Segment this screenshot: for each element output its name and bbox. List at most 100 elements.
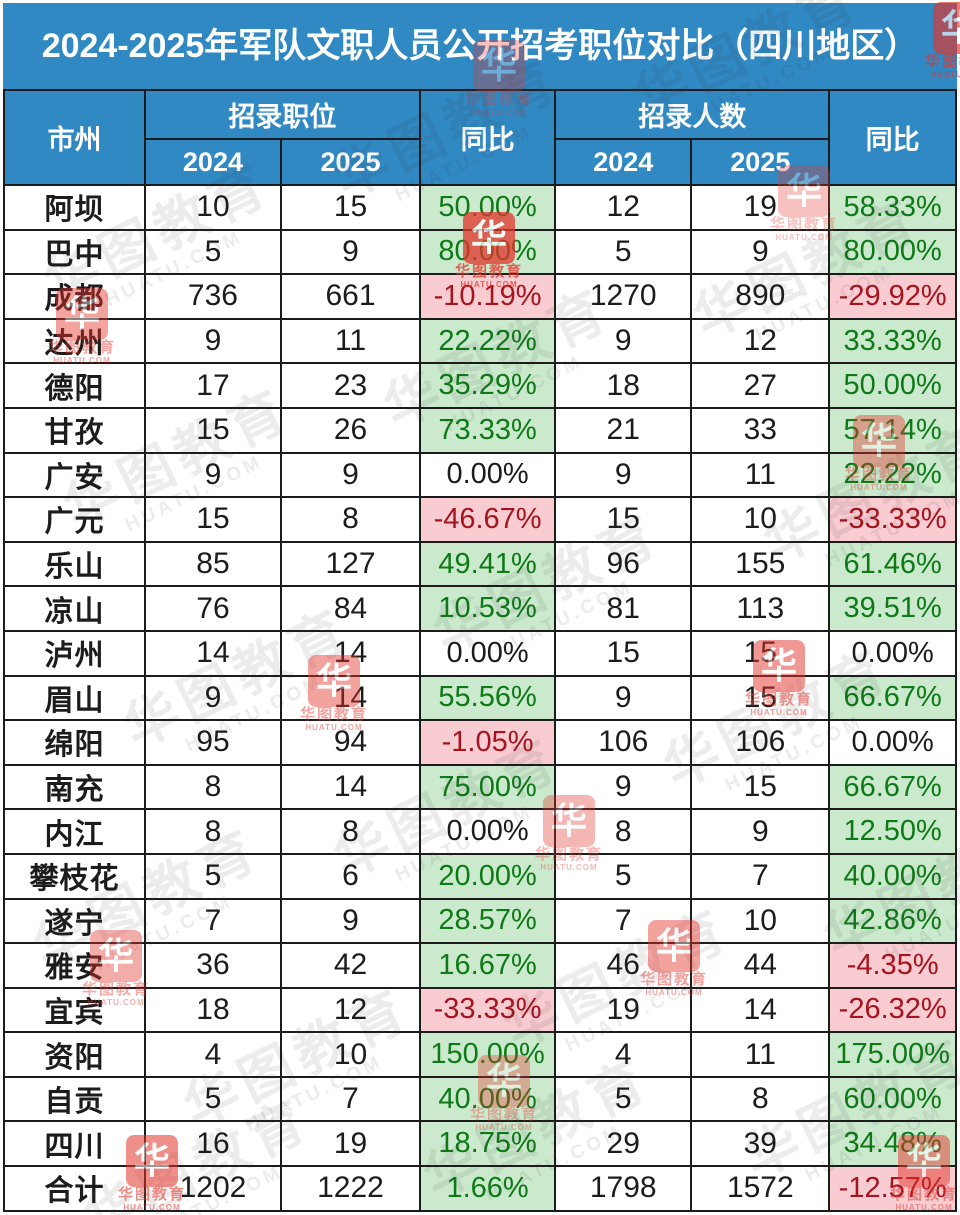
value-cell: 127: [280, 540, 421, 588]
yoy-cell: -4.35%: [828, 942, 957, 989]
value-cell: 15: [554, 629, 693, 677]
value-cell: 12: [280, 986, 421, 1034]
value-cell: 15: [280, 184, 421, 231]
value-cell: 7: [554, 897, 693, 945]
value-cell: 1572: [690, 1165, 831, 1212]
value-cell: 16: [143, 1120, 283, 1168]
yoy-cell: -12.57%: [828, 1165, 957, 1212]
value-cell: 9: [143, 674, 283, 722]
table-row: 乐山 85 127 49.41% 96 155 61.46%: [3, 540, 957, 588]
yoy-cell: 150.00%: [418, 1031, 557, 1078]
value-cell: 14: [690, 986, 831, 1034]
table-row: 绵阳 95 94 -1.05% 106 106 0.00%: [3, 719, 957, 766]
table-row: 巴中 5 9 80.00% 5 9 80.00%: [3, 228, 957, 276]
value-cell: 27: [690, 362, 831, 409]
yoy-cell: 80.00%: [828, 228, 957, 276]
value-cell: 7: [143, 897, 283, 945]
yoy-cell: 55.56%: [418, 674, 557, 722]
value-cell: 9: [554, 763, 693, 811]
value-cell: 14: [280, 629, 421, 677]
table-row: 广安 9 9 0.00% 9 11 22.22%: [3, 451, 957, 499]
value-cell: 26: [280, 406, 421, 454]
city-cell: 乐山: [3, 540, 146, 588]
city-cell: 广安: [3, 451, 146, 499]
city-cell: 巴中: [3, 228, 146, 276]
table-row: 眉山 9 14 55.56% 9 15 66.67%: [3, 674, 957, 722]
value-cell: 46: [554, 942, 693, 989]
city-cell: 凉山: [3, 585, 146, 632]
table-row: 达州 9 11 22.22% 9 12 33.33%: [3, 317, 957, 365]
yoy-cell: 0.00%: [418, 451, 557, 499]
value-cell: 9: [554, 451, 693, 499]
city-cell: 南充: [3, 763, 146, 811]
value-cell: 33: [690, 406, 831, 454]
value-cell: 6: [280, 852, 421, 900]
table-row: 甘孜 15 26 73.33% 21 33 57.14%: [3, 406, 957, 454]
table-row: 南充 8 14 75.00% 9 15 66.67%: [3, 763, 957, 811]
yoy-cell: 175.00%: [828, 1031, 957, 1078]
header-people-yoy: 同比: [828, 89, 957, 186]
value-cell: 85: [143, 540, 283, 588]
table-row: 凉山 76 84 10.53% 81 113 39.51%: [3, 585, 957, 632]
header-people-2024: 2024: [554, 138, 693, 186]
yoy-cell: 10.53%: [418, 585, 557, 632]
yoy-cell: 16.67%: [418, 942, 557, 989]
yoy-cell: 40.00%: [418, 1075, 557, 1123]
header-people-2025: 2025: [690, 138, 831, 186]
yoy-cell: 20.00%: [418, 852, 557, 900]
table-row: 资阳 4 10 150.00% 4 11 175.00%: [3, 1031, 957, 1078]
value-cell: 5: [554, 228, 693, 276]
value-cell: 5: [554, 1075, 693, 1123]
page-title: 2024-2025年军队文职人员公开招考职位对比（四川地区）: [3, 3, 957, 89]
value-cell: 23: [280, 362, 421, 409]
table-row: 内江 8 8 0.00% 8 9 12.50%: [3, 808, 957, 855]
table-row: 雅安 36 42 16.67% 46 44 -4.35%: [3, 942, 957, 989]
yoy-cell: 73.33%: [418, 406, 557, 454]
city-cell: 眉山: [3, 674, 146, 722]
value-cell: 4: [143, 1031, 283, 1078]
header-positions-2025: 2025: [280, 138, 421, 186]
value-cell: 7: [280, 1075, 421, 1123]
city-cell: 甘孜: [3, 406, 146, 454]
table-body: 阿坝 10 15 50.00% 12 19 58.33% 巴中 5 9 80.00% 5 9 80.00%…: [3, 184, 957, 1212]
table-row: 德阳 17 23 35.29% 18 27 50.00%: [3, 362, 957, 409]
value-cell: 15: [143, 496, 283, 543]
comparison-table: 市州 招录职位 同比 招录人数 同比 2024 2025 2024 2025 阿…: [3, 89, 957, 1212]
value-cell: 1202: [143, 1165, 283, 1212]
yoy-cell: 22.22%: [828, 451, 957, 499]
value-cell: 11: [690, 1031, 831, 1078]
table-row: 广元 15 8 -46.67% 15 10 -33.33%: [3, 496, 957, 543]
city-cell: 资阳: [3, 1031, 146, 1078]
city-cell: 宜宾: [3, 986, 146, 1034]
city-cell: 成都: [3, 273, 146, 320]
yoy-cell: 28.57%: [418, 897, 557, 945]
value-cell: 9: [554, 674, 693, 722]
yoy-cell: 80.00%: [418, 228, 557, 276]
value-cell: 10: [280, 1031, 421, 1078]
value-cell: 736: [143, 273, 283, 320]
value-cell: 1222: [280, 1165, 421, 1212]
value-cell: 94: [280, 719, 421, 766]
yoy-cell: 58.33%: [828, 184, 957, 231]
value-cell: 18: [143, 986, 283, 1034]
table-row: 宜宾 18 12 -33.33% 19 14 -26.32%: [3, 986, 957, 1034]
yoy-cell: 0.00%: [828, 629, 957, 677]
value-cell: 15: [143, 406, 283, 454]
value-cell: 9: [280, 451, 421, 499]
value-cell: 5: [554, 852, 693, 900]
value-cell: 9: [554, 317, 693, 365]
yoy-cell: -29.92%: [828, 273, 957, 320]
table-row: 成都 736 661 -10.19% 1270 890 -29.92%: [3, 273, 957, 320]
yoy-cell: 42.86%: [828, 897, 957, 945]
value-cell: 8: [554, 808, 693, 855]
value-cell: 19: [280, 1120, 421, 1168]
table-row: 四川 16 19 18.75% 29 39 34.48%: [3, 1120, 957, 1168]
value-cell: 19: [690, 184, 831, 231]
yoy-cell: -33.33%: [828, 496, 957, 543]
value-cell: 81: [554, 585, 693, 632]
value-cell: 8: [690, 1075, 831, 1123]
value-cell: 39: [690, 1120, 831, 1168]
table-header: 市州 招录职位 同比 招录人数 同比 2024 2025 2024 2025: [3, 89, 957, 186]
value-cell: 18: [554, 362, 693, 409]
